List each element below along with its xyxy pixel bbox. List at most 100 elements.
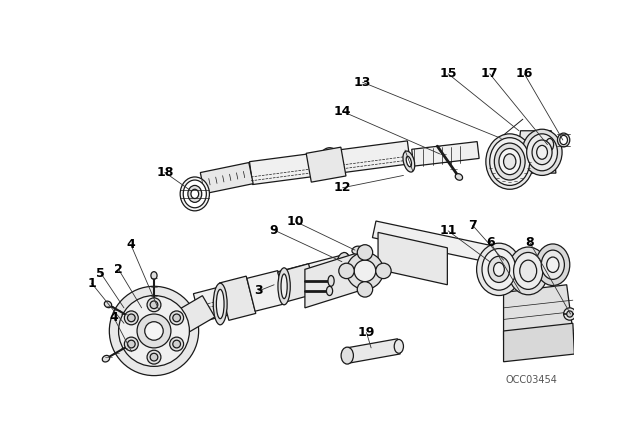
Ellipse shape: [337, 253, 349, 271]
Circle shape: [346, 252, 383, 289]
Text: 4: 4: [109, 311, 118, 324]
Text: 5: 5: [97, 267, 105, 280]
Text: 8: 8: [525, 236, 534, 249]
Ellipse shape: [532, 140, 552, 165]
Ellipse shape: [520, 260, 537, 282]
Circle shape: [566, 311, 573, 317]
Circle shape: [137, 314, 171, 348]
Circle shape: [564, 308, 576, 320]
Text: 9: 9: [270, 224, 278, 237]
Polygon shape: [247, 271, 286, 311]
Circle shape: [376, 263, 391, 279]
Text: 10: 10: [287, 215, 305, 228]
Text: 13: 13: [354, 76, 371, 89]
Ellipse shape: [341, 347, 353, 364]
Text: OCC03454: OCC03454: [505, 375, 557, 385]
Circle shape: [150, 301, 158, 309]
Circle shape: [127, 340, 135, 348]
Circle shape: [145, 322, 163, 340]
Polygon shape: [171, 296, 215, 336]
Text: 7: 7: [468, 219, 477, 232]
Ellipse shape: [188, 185, 202, 202]
Circle shape: [357, 282, 372, 297]
Ellipse shape: [547, 257, 559, 272]
Polygon shape: [516, 131, 556, 173]
Circle shape: [339, 263, 354, 279]
Text: 15: 15: [440, 67, 457, 80]
Text: 6: 6: [486, 236, 495, 249]
Ellipse shape: [522, 129, 562, 176]
Ellipse shape: [508, 247, 548, 295]
Ellipse shape: [191, 189, 198, 198]
Ellipse shape: [513, 252, 543, 289]
Circle shape: [127, 314, 135, 322]
Circle shape: [173, 340, 180, 348]
Ellipse shape: [477, 243, 521, 296]
Ellipse shape: [394, 340, 403, 353]
Ellipse shape: [328, 276, 334, 286]
Circle shape: [147, 350, 161, 364]
Ellipse shape: [281, 274, 287, 299]
Text: 14: 14: [334, 105, 351, 118]
Polygon shape: [193, 254, 355, 322]
Circle shape: [147, 298, 161, 312]
Polygon shape: [306, 147, 346, 182]
Ellipse shape: [213, 283, 227, 325]
Ellipse shape: [326, 286, 333, 296]
Text: 16: 16: [516, 67, 533, 80]
Text: 3: 3: [254, 284, 263, 297]
Ellipse shape: [455, 174, 463, 180]
Ellipse shape: [338, 269, 349, 282]
Circle shape: [354, 260, 376, 282]
Ellipse shape: [278, 268, 291, 305]
Ellipse shape: [490, 138, 530, 185]
Ellipse shape: [482, 249, 516, 290]
Text: 18: 18: [156, 166, 173, 179]
Ellipse shape: [541, 250, 564, 280]
Ellipse shape: [406, 156, 412, 167]
Polygon shape: [378, 233, 447, 285]
Text: 2: 2: [114, 263, 123, 276]
Ellipse shape: [504, 154, 516, 169]
Text: 17: 17: [481, 67, 499, 80]
Polygon shape: [412, 142, 479, 166]
Ellipse shape: [104, 301, 111, 308]
Polygon shape: [372, 221, 499, 264]
Ellipse shape: [494, 143, 525, 180]
Ellipse shape: [102, 355, 109, 362]
Circle shape: [124, 337, 138, 351]
Ellipse shape: [216, 289, 224, 319]
Ellipse shape: [560, 135, 568, 145]
Ellipse shape: [537, 146, 547, 159]
Circle shape: [118, 296, 189, 366]
Ellipse shape: [557, 133, 570, 147]
Ellipse shape: [403, 151, 415, 172]
Circle shape: [357, 245, 372, 260]
Ellipse shape: [493, 263, 504, 276]
Circle shape: [109, 286, 198, 375]
Circle shape: [170, 311, 184, 325]
Text: 12: 12: [334, 181, 351, 194]
Ellipse shape: [183, 180, 206, 208]
Ellipse shape: [499, 148, 520, 175]
Ellipse shape: [151, 271, 157, 280]
Circle shape: [170, 337, 184, 351]
Polygon shape: [220, 276, 256, 320]
Polygon shape: [504, 323, 575, 362]
Ellipse shape: [546, 138, 554, 151]
Ellipse shape: [536, 244, 570, 285]
Ellipse shape: [352, 246, 363, 254]
Ellipse shape: [319, 148, 340, 175]
Circle shape: [124, 311, 138, 325]
Ellipse shape: [488, 256, 509, 282]
Polygon shape: [504, 285, 573, 340]
Text: 19: 19: [358, 326, 375, 339]
Polygon shape: [200, 163, 253, 194]
Text: 1: 1: [87, 277, 96, 290]
Text: 11: 11: [440, 224, 457, 237]
Polygon shape: [278, 264, 317, 302]
Circle shape: [150, 353, 158, 361]
Circle shape: [173, 314, 180, 322]
Ellipse shape: [180, 177, 209, 211]
Text: 4: 4: [127, 238, 135, 251]
